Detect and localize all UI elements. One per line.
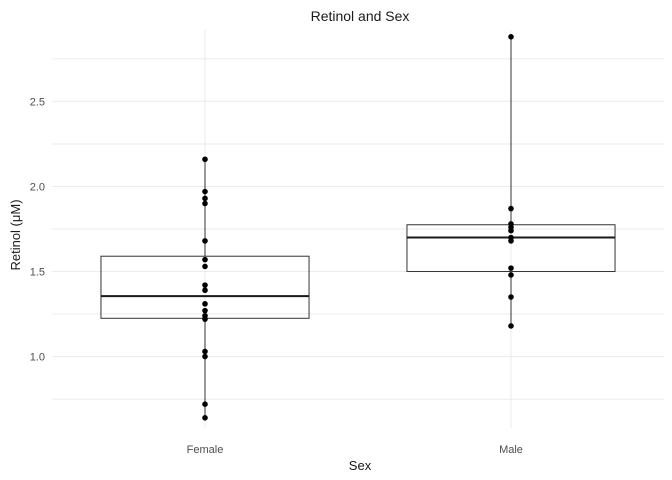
data-point: [508, 323, 514, 329]
data-point: [202, 353, 208, 360]
y-tick-label: 2.5: [30, 96, 45, 108]
data-point: [202, 414, 208, 421]
y-tick-label: 1.5: [30, 267, 45, 279]
data-point: [202, 188, 208, 195]
data-point: [202, 256, 208, 263]
data-point: [202, 307, 208, 314]
data-point: [202, 282, 208, 288]
data-point: [202, 348, 208, 355]
boxes: [100, 36, 616, 418]
y-axis-title: Retinol (μM): [8, 199, 23, 270]
points: [202, 34, 514, 421]
data-point: [202, 200, 208, 207]
data-point: [202, 401, 208, 407]
data-point: [202, 156, 208, 163]
data-point: [202, 195, 208, 202]
y-tick-label: 2.0: [30, 181, 45, 193]
data-point: [508, 265, 514, 271]
chart-title: Retinol and Sex: [311, 8, 410, 24]
data-point: [508, 34, 514, 40]
x-tick-label: Male: [499, 444, 523, 456]
y-tick-label: 1.0: [30, 352, 45, 364]
data-point: [508, 205, 514, 212]
x-tick-label: Female: [187, 444, 224, 456]
data-point: [508, 238, 514, 244]
data-point: [508, 227, 514, 234]
data-point: [202, 287, 208, 294]
x-axis-title: Sex: [349, 458, 372, 473]
axes: 1.0 1.5 2.0 2.5 Female Male: [30, 96, 523, 456]
data-point: [202, 316, 208, 322]
data-point: [202, 238, 208, 244]
data-point: [508, 294, 514, 300]
data-point: [202, 301, 208, 307]
data-point: [508, 272, 514, 278]
data-point: [202, 263, 208, 270]
